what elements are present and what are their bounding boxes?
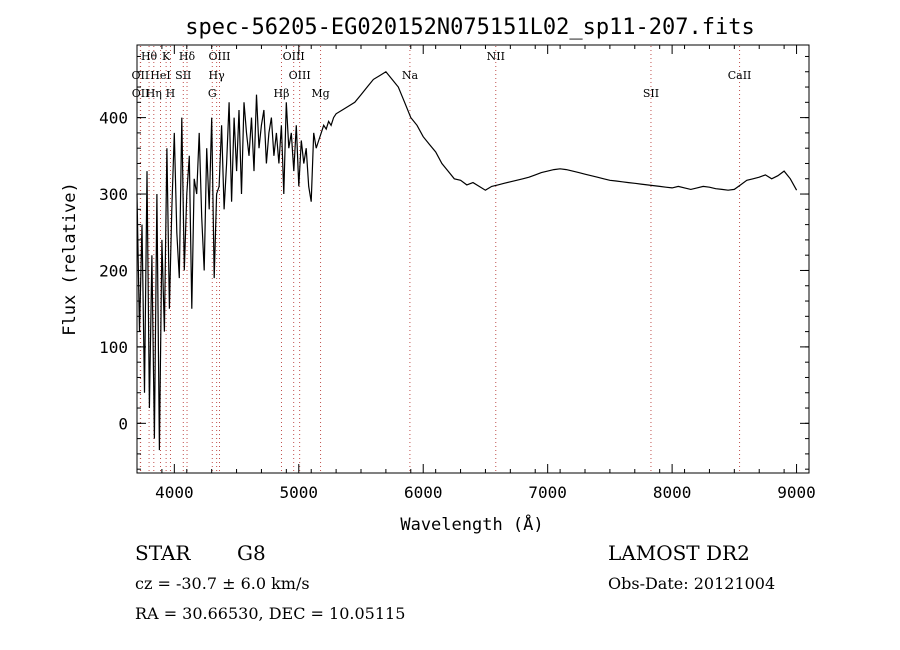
object-class: STAR [135, 541, 191, 565]
x-axis-label: Wavelength (Å) [400, 513, 543, 535]
marker-label: Hη [146, 87, 162, 100]
chart-title: spec-56205-EG020152N075151L02_sp11-207.f… [185, 15, 755, 40]
spectrum-line [136, 71, 798, 451]
marker-label: SII [643, 87, 659, 100]
marker-label: OIII [208, 50, 230, 63]
coordinates: RA = 30.66530, DEC = 10.05115 [135, 604, 406, 623]
x-tick-label: 9000 [777, 483, 816, 502]
x-tick-label: 8000 [653, 483, 692, 502]
line-markers: Hθ K Hδ OIII OIII NII OII HeI SII Hγ OIII Na CaII OII… [132, 46, 752, 472]
marker-label: OII [132, 87, 150, 100]
marker-label: OIII [289, 69, 311, 82]
y-tick-label: 400 [99, 109, 128, 128]
survey-name: LAMOST DR2 [608, 541, 750, 565]
marker-label: Hβ [274, 87, 290, 100]
y-tick-label: 300 [99, 185, 128, 204]
spectrum-series [136, 71, 798, 451]
marker-label: HeI [150, 69, 170, 82]
marker-label: Mg [311, 87, 329, 100]
y-axis-label: Flux (relative) [60, 182, 80, 336]
marker-label: K [162, 50, 171, 63]
marker-label: Hγ [209, 69, 226, 82]
marker-label: Hδ [179, 50, 196, 63]
y-tick-label: 100 [99, 338, 128, 357]
y-tick-label: 0 [118, 414, 128, 433]
redshift-cz: cz = -30.7 ± 6.0 km/s [135, 574, 310, 593]
marker-label: OIII [283, 50, 305, 63]
marker-label: OII [132, 69, 150, 82]
marker-label: H [166, 87, 176, 100]
y-tick-label: 200 [99, 261, 128, 280]
marker-label: CaII [728, 69, 752, 82]
observation-date: Obs-Date: 20121004 [608, 574, 776, 593]
axes: 4000 5000 6000 7000 8000 9000 0 100 200 300 400 [99, 45, 816, 502]
marker-label: G [208, 87, 217, 100]
marker-label: Na [402, 69, 419, 82]
x-tick-label: 5000 [280, 483, 319, 502]
marker-label: NII [487, 50, 505, 63]
x-tick-label: 6000 [404, 483, 443, 502]
marker-label: SII [175, 69, 191, 82]
plot-frame [136, 44, 810, 474]
x-tick-label: 4000 [155, 483, 194, 502]
object-subclass: G8 [237, 541, 266, 565]
x-tick-label: 7000 [528, 483, 567, 502]
marker-label: Hθ [141, 50, 158, 63]
